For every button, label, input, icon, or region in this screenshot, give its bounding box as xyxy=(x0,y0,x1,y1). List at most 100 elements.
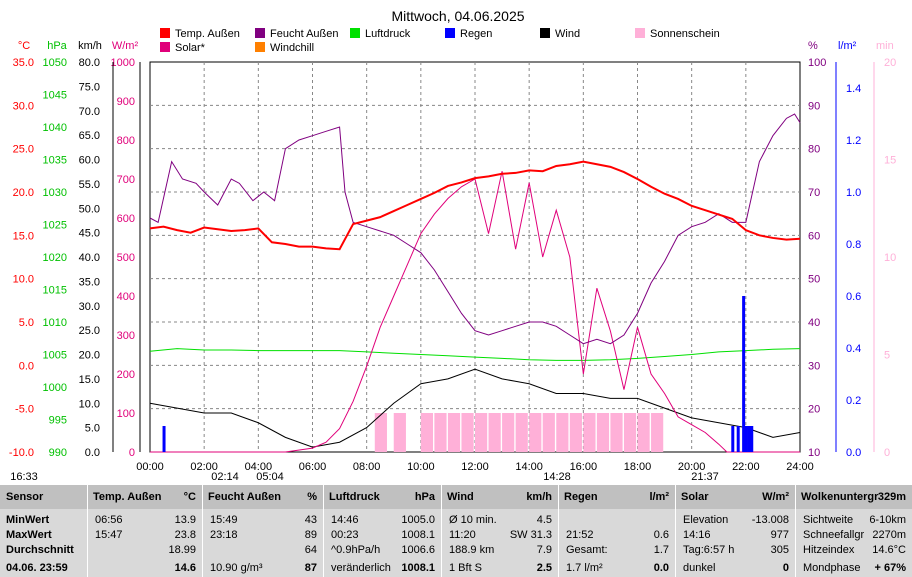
sunshine-bar xyxy=(461,413,474,452)
stat-current-value: 14.6 xyxy=(174,562,196,574)
axis-tick-label: 1.0 xyxy=(846,187,861,199)
axis-tick-label: 100 xyxy=(808,57,826,69)
chart-title: Mittwoch, 04.06.2025 xyxy=(391,8,524,24)
sunshine-bar xyxy=(556,413,569,452)
stats-column: Sensor MinWert MaxWert Durchschnitt 04.06. 2… xyxy=(0,485,87,577)
axis-tick-label: 30.0 xyxy=(79,301,100,313)
stat-time: 21:52 xyxy=(566,529,594,541)
column-header: Luftdruck xyxy=(329,491,380,503)
column-header: Wolkenuntergr xyxy=(801,491,879,503)
axis-tick-label: 40.0 xyxy=(79,252,100,264)
axis-tick-label: 800 xyxy=(117,135,135,147)
stat-current-label: 1 Bft S xyxy=(449,562,483,574)
axis-tick-label: 50 xyxy=(808,274,820,286)
axis-tick-label: 200 xyxy=(117,369,135,381)
x-tick-label: 06:00 xyxy=(299,461,327,473)
stat-current-value: + 67% xyxy=(874,562,907,574)
x-tick-label: 20:00 xyxy=(678,461,706,473)
axis-tick-label: 10 xyxy=(808,447,820,459)
axis-tick-label: 20 xyxy=(884,57,896,69)
series-line xyxy=(149,160,801,251)
time-marker: 02:14 xyxy=(211,471,239,483)
legend: Temp. Außen Feucht Außen Luftdruck Regen Win… xyxy=(160,28,720,54)
axis-tick-label: 5.0 xyxy=(85,423,100,435)
axis-unit: W/m² xyxy=(112,40,139,52)
stat-time: 15:49 xyxy=(210,514,238,526)
stat-value: -13.008 xyxy=(751,514,789,526)
date-label: 04.06. 23:59 xyxy=(6,562,68,574)
axis-tick-label: 20.0 xyxy=(13,187,34,199)
axis-tick-label: 80.0 xyxy=(79,57,100,69)
series-line xyxy=(150,171,800,453)
sunshine-bar xyxy=(583,413,596,452)
axis-tick-label: 0.8 xyxy=(846,239,861,251)
sunshine-bar xyxy=(420,413,434,452)
stats-table: Sensor MinWert MaxWert Durchschnitt 04.06. 2… xyxy=(0,485,912,577)
column-header-bg xyxy=(675,485,795,509)
stats-column: Wolkenuntergr 329m Sichtweite 6-10km Schneef… xyxy=(795,485,912,577)
axis-tick-label: 100 xyxy=(117,408,135,420)
x-tick-label: 12:00 xyxy=(461,461,489,473)
stat-time: 14:46 xyxy=(331,514,359,526)
grid xyxy=(150,62,800,452)
stat-time: 23:18 xyxy=(210,529,238,541)
legend-label: Regen xyxy=(460,28,492,40)
divider xyxy=(323,485,324,577)
axis-tick-label: 0 xyxy=(129,447,135,459)
axis-tick-label: 80 xyxy=(808,144,820,156)
time-marker: 05:04 xyxy=(256,471,284,483)
sunshine-bar xyxy=(488,413,501,452)
axis-tick-label: 0.2 xyxy=(846,395,861,407)
axis-tick-label: -10.0 xyxy=(9,447,34,459)
stats-column: Temp. Außen °C 06:56 13.9 15:47 23.8 18.99 14.6 xyxy=(87,485,202,577)
axis-unit: °C xyxy=(18,40,30,52)
column-header-bg xyxy=(87,485,202,509)
axis-tick-label: 990 xyxy=(49,447,67,459)
stat-time: Schneefallgr xyxy=(803,529,865,541)
axes: °C 35.0 30.0 25.0 20.0 15.0 10.0 5.0 0.0 -5.0 -10.… xyxy=(9,40,896,459)
stats-column: Regen l/m² 21:52 0.6 Gesamt: 1.7 1.7 l/m² 0.0 xyxy=(558,485,675,577)
axis-tick-label: 0 xyxy=(884,447,890,459)
stat-value: 7.9 xyxy=(536,544,552,556)
axis-tick-label: 90 xyxy=(808,100,820,112)
axis-tick-label: 0.0 xyxy=(846,447,861,459)
x-tick-label: 10:00 xyxy=(407,461,435,473)
stats-column: Wind km/h Ø 10 min. 4.5 11:20 SW 31.3 188.9 km… xyxy=(441,485,558,577)
axis-tick-label: 10.0 xyxy=(13,274,34,286)
axis-tick-label: 75.0 xyxy=(79,81,100,93)
x-tick-label: 04:00 xyxy=(245,461,273,473)
stats-column: Luftdruck hPa 14:46 1005.0 00:23 1008.1 ^0.9hP… xyxy=(323,485,441,577)
sunshine-bar xyxy=(502,413,515,452)
rain-bar xyxy=(744,426,748,452)
series-line xyxy=(149,348,801,361)
sunshine-bar xyxy=(529,413,542,452)
weather-chart: Mittwoch, 04.06.2025 Temp. Außen Feucht A… xyxy=(9,8,896,483)
axis-tick-label: 400 xyxy=(117,291,135,303)
divider xyxy=(795,485,796,577)
x-tick-label: 00:00 xyxy=(136,461,164,473)
x-tick-label: 14:00 xyxy=(515,461,543,473)
stat-time: 00:23 xyxy=(331,529,359,541)
stat-value: 1008.1 xyxy=(401,529,435,541)
axis-tick-label: 20 xyxy=(808,404,820,416)
rain-bar xyxy=(750,426,754,452)
axis-tick-label: 5.0 xyxy=(19,317,34,329)
row-label: MinWert xyxy=(6,514,50,526)
rain-bar xyxy=(731,426,735,452)
stat-time: ^0.9hPa/h xyxy=(331,544,381,556)
axis-tick-label: 60 xyxy=(808,230,820,242)
stat-value: 64 xyxy=(304,544,317,556)
stat-current-label: 1.7 l/m² xyxy=(566,562,603,574)
axis-tick-label: 1.4 xyxy=(846,83,861,95)
legend-swatch xyxy=(445,28,455,38)
axis-unit: l/m² xyxy=(838,40,857,52)
x-tick-label: 22:00 xyxy=(732,461,760,473)
stat-time: Hitzeindex xyxy=(803,544,855,556)
axis-tick-label: 1045 xyxy=(43,90,67,102)
stat-value: 18.99 xyxy=(168,544,196,556)
column-header-bg xyxy=(0,485,87,509)
stat-time: 14:16 xyxy=(683,529,711,541)
legend-label: Sonnenschein xyxy=(650,28,720,40)
sunshine-bar xyxy=(374,413,387,452)
x-tick-label: 02:00 xyxy=(190,461,218,473)
